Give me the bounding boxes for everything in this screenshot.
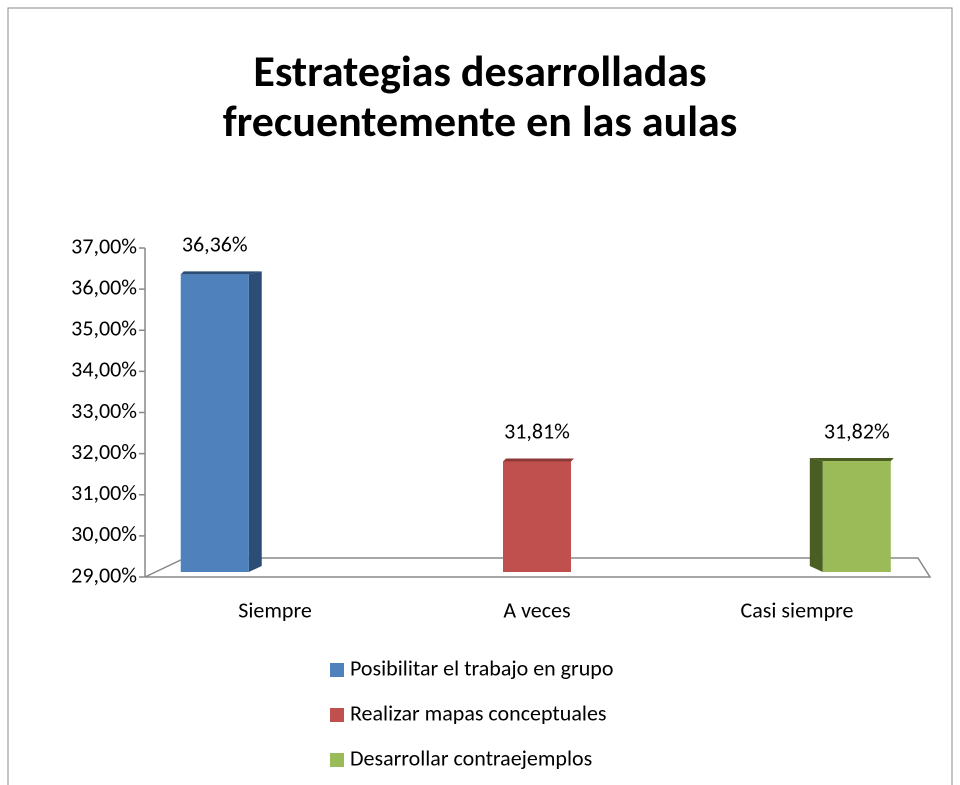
bar-side: [248, 271, 262, 572]
bar: [180, 274, 249, 572]
y-tick-label: 30,00%: [71, 520, 137, 547]
bar-top: [503, 458, 574, 462]
chart-title: Estrategias desarrolladas frecuentemente …: [223, 44, 738, 148]
legend-swatch: [330, 753, 344, 767]
bar-side: [809, 458, 823, 572]
y-tick-label: 33,00%: [71, 397, 137, 424]
legend-label: Posibilitar el trabajo en grupo: [350, 654, 613, 681]
chart-frame: [7, 7, 953, 785]
bar-top: [809, 458, 894, 462]
legend-label: Desarrollar contraejemplos: [350, 744, 592, 771]
data-label: 31,82%: [824, 417, 890, 444]
y-tick-label: 34,00%: [71, 356, 137, 383]
data-label: 31,81%: [504, 418, 570, 445]
bar-top: [180, 271, 262, 275]
legend-swatch: [330, 663, 344, 677]
y-tick-label: 31,00%: [71, 479, 137, 506]
data-label: 36,36%: [182, 231, 248, 258]
x-tick-label: Casi siempre: [741, 596, 854, 623]
y-tick-label: 29,00%: [71, 561, 137, 588]
y-tick-label: 32,00%: [71, 438, 137, 465]
x-tick-label: Siempre: [238, 596, 312, 623]
bar: [822, 461, 891, 572]
y-tick-label: 37,00%: [71, 232, 137, 259]
legend-label: Realizar mapas conceptuales: [350, 699, 607, 726]
y-tick-label: 35,00%: [71, 315, 137, 342]
bar: [503, 461, 571, 572]
y-tick-label: 36,00%: [71, 273, 137, 300]
floor: [144, 557, 932, 578]
x-tick-label: A veces: [503, 596, 570, 623]
legend-swatch: [330, 708, 344, 722]
